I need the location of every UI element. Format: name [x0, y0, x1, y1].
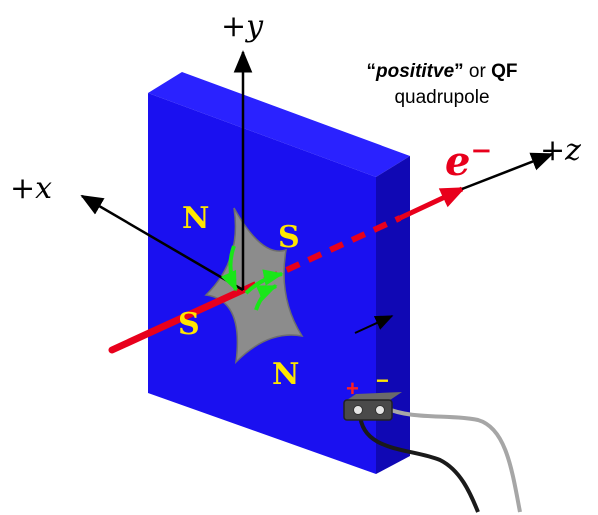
terminal-minus-sign: − [376, 368, 389, 393]
y-axis-label: +y [221, 9, 264, 44]
field-arrow-left [220, 245, 238, 292]
beam-front-segment [108, 286, 247, 354]
caption-qf: QF [491, 61, 517, 82]
pole-label-top-left: N [182, 201, 209, 236]
field-arrow-right [254, 284, 278, 311]
y-axis-sign: + [221, 9, 246, 44]
terminal-plus-sign: + [346, 376, 359, 401]
magnet-side-face [376, 156, 410, 474]
x-axis-arrow [80, 194, 244, 292]
field-arrow-center [244, 269, 284, 295]
magnet-top-face [148, 72, 410, 177]
x-axis-sign: + [10, 171, 35, 206]
black-wire [358, 413, 480, 513]
x-axis-var: x [35, 171, 52, 206]
caption-quote-close: ” [454, 61, 464, 82]
caption-quote-open: “ [367, 61, 377, 82]
electron-label: e− [445, 136, 492, 185]
gray-wire [385, 406, 522, 513]
beam-exit-segment [398, 186, 466, 221]
electron-charge: − [470, 136, 492, 166]
z-axis-sign: + [540, 133, 565, 168]
caption-line-1: “posititve” or QF [367, 61, 518, 82]
terminal-connector [343, 392, 522, 513]
current-arrow [354, 315, 394, 334]
caption-word-italic: posititve [375, 61, 455, 82]
pole-label-top-right: S [278, 220, 300, 255]
z-axis-arrow [461, 152, 554, 191]
pole-label-bottom-left: S [178, 307, 200, 342]
x-axis-label: +x [10, 171, 52, 206]
pole-label-bottom-right: N [272, 357, 299, 392]
z-axis-var: z [564, 133, 581, 168]
caption-or: or [464, 61, 491, 82]
electron-symbol: e [445, 138, 470, 185]
caption-line-2: quadrupole [394, 87, 489, 108]
terminal-screw-right [375, 405, 385, 415]
y-axis-var: y [244, 9, 264, 44]
z-axis-label: +z [540, 133, 581, 168]
terminal-screw-left [353, 405, 363, 415]
